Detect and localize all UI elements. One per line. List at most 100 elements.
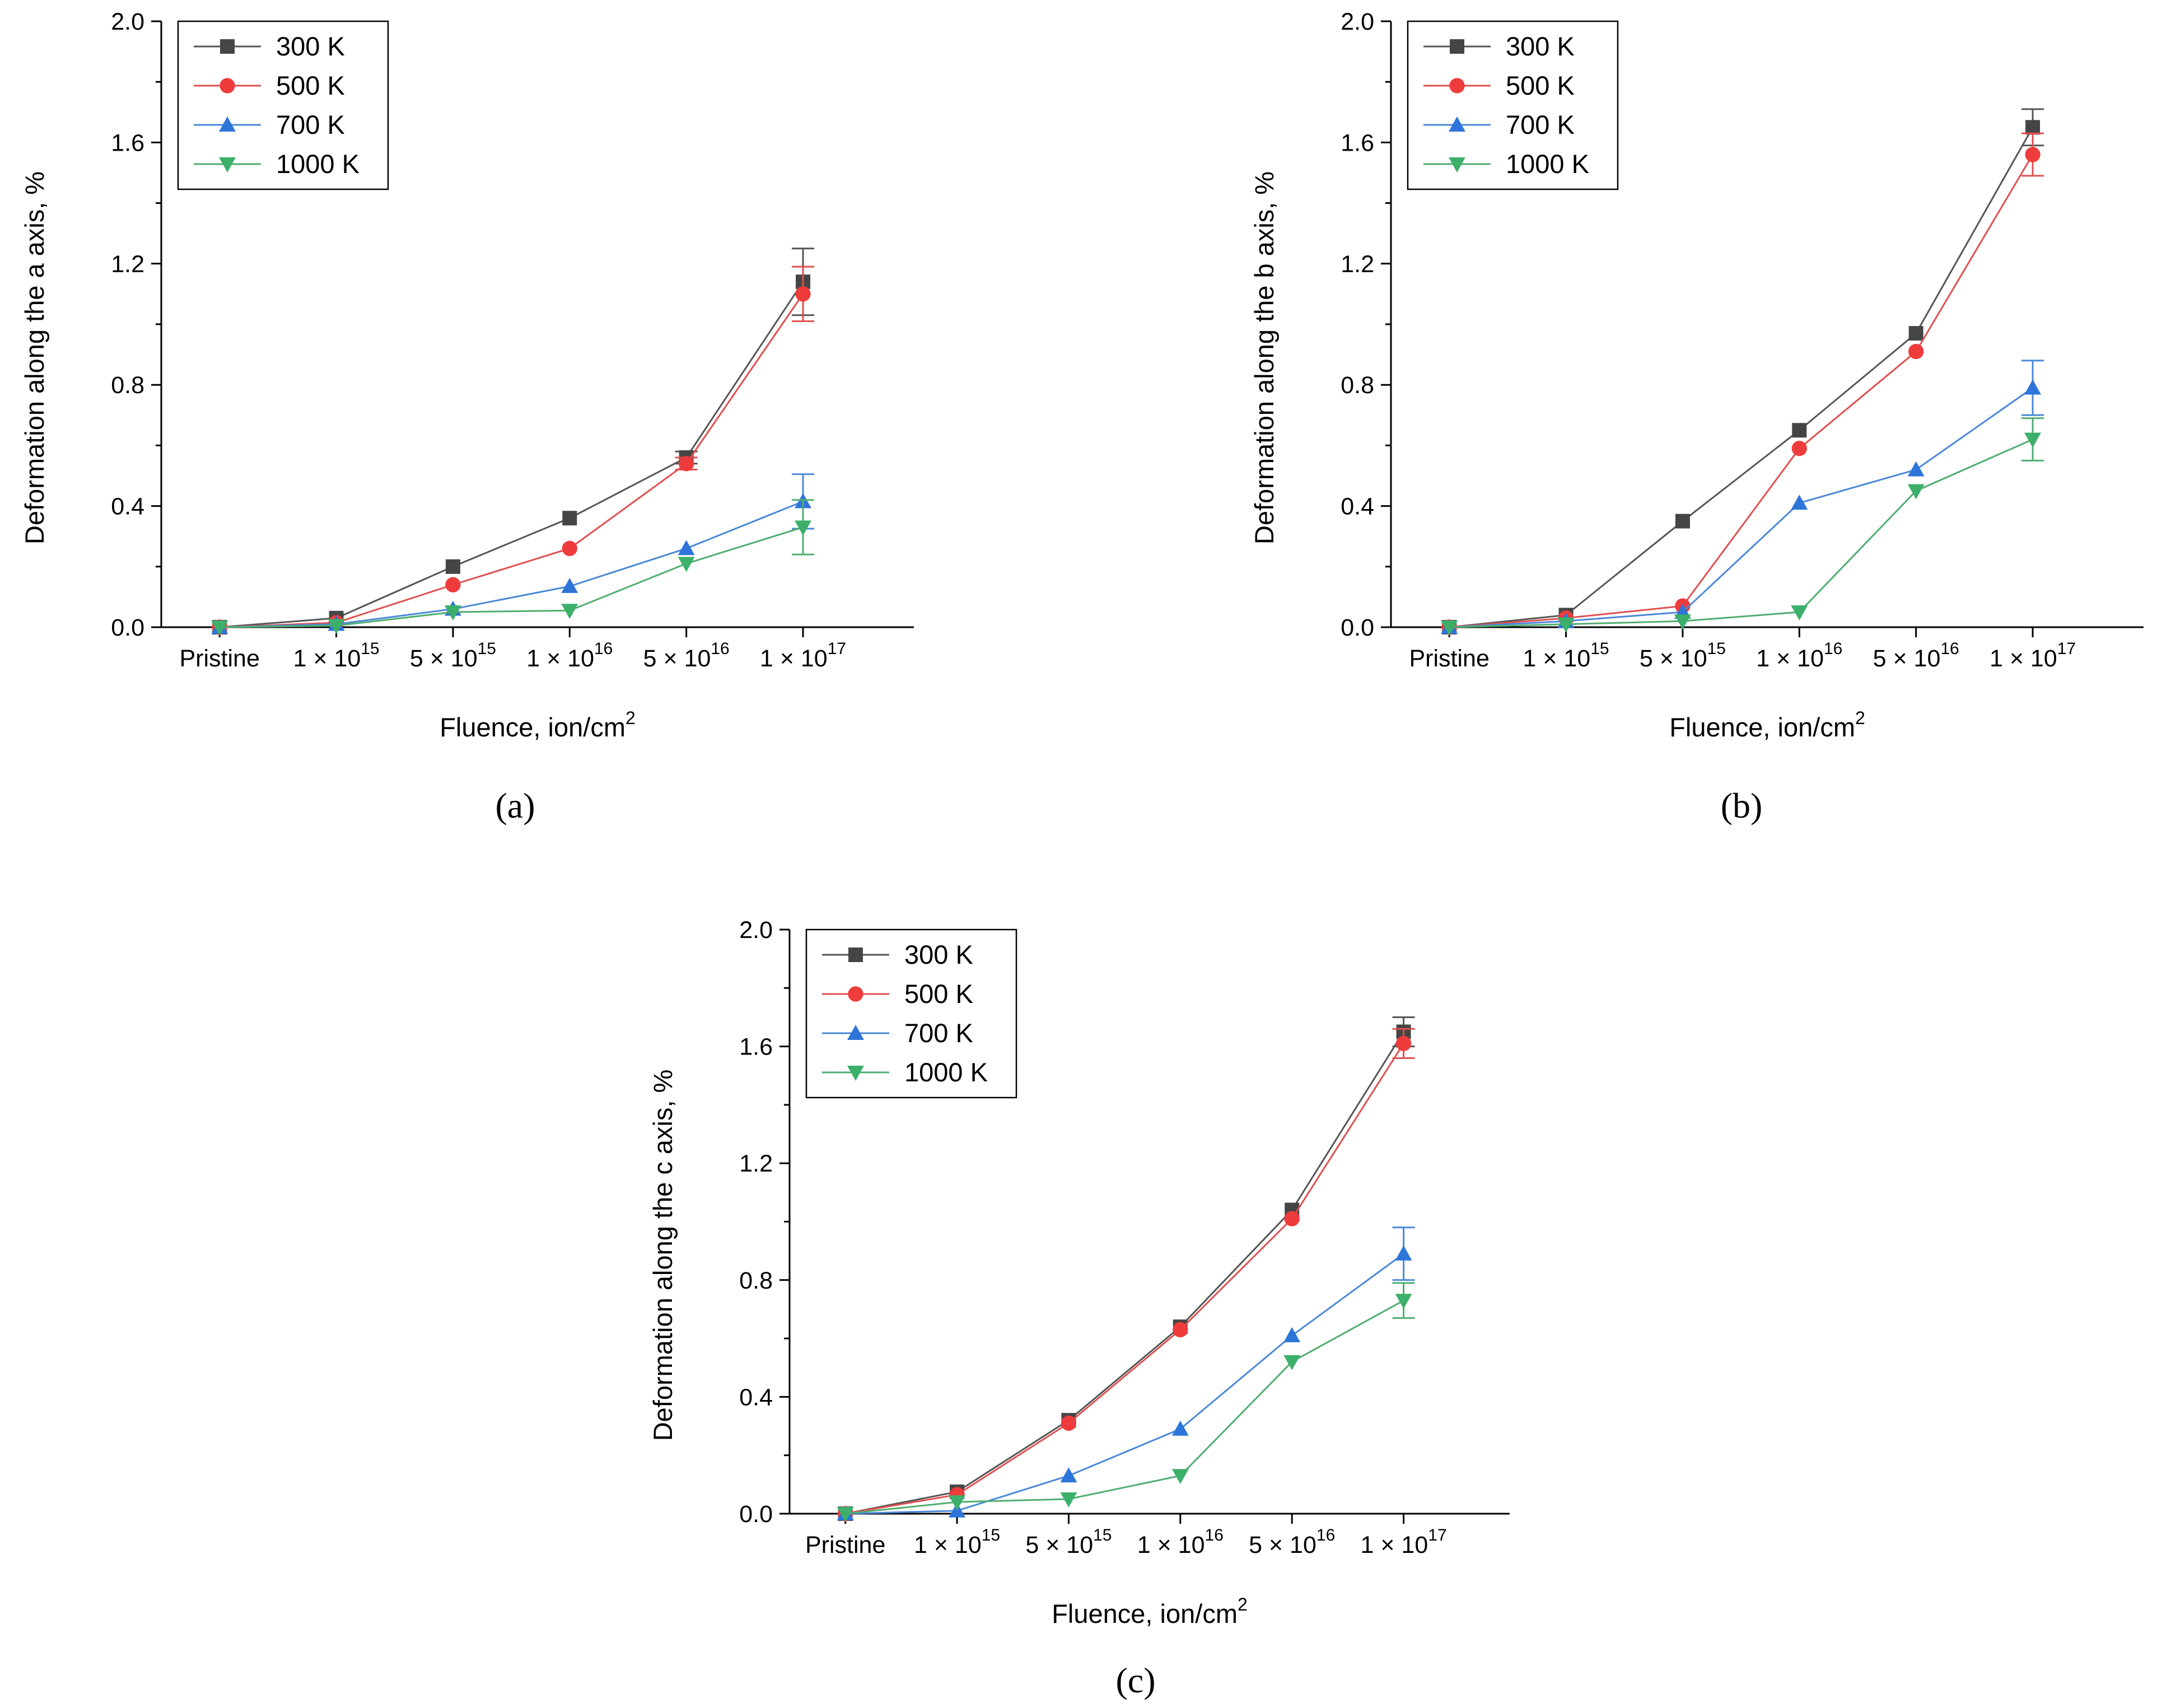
x-tick-label: 1 × 1016	[1756, 640, 1842, 672]
data-point	[1284, 1211, 1300, 1226]
data-point	[678, 557, 695, 572]
data-point	[1283, 1327, 1301, 1342]
series-500k	[1441, 132, 2044, 635]
series-700k	[211, 473, 815, 634]
series-700k	[837, 1226, 1415, 1520]
legend-label: 300 K	[904, 940, 973, 969]
x-tick-label: 1 × 1017	[760, 640, 846, 672]
legend-box	[805, 928, 1017, 1099]
legend-label: 1000 K	[904, 1057, 988, 1087]
data-point	[1674, 614, 1691, 630]
x-tick-label: 1 × 1015	[293, 640, 379, 672]
legend-label: 700 K	[904, 1018, 973, 1048]
series-line	[845, 1299, 1404, 1515]
data-point	[1060, 1492, 1077, 1508]
data-point	[1557, 617, 1575, 633]
chart-panel-c: 0.0 0.4 0.8 1.2 1.6 2.0 Pristine 1 × 1015 5 × 10…	[648, 917, 1510, 1700]
y-axis-label: Deformation along the c axis, %	[648, 1070, 678, 1441]
data-point	[1907, 484, 1925, 500]
y-tick-label: 1.6	[1341, 129, 1374, 156]
x-tick-label-exponent: 15	[478, 640, 496, 658]
data-point	[1908, 326, 1923, 341]
legend-label: 700 K	[276, 110, 345, 139]
y-tick-label: 0.8	[739, 1267, 773, 1294]
legend-marker	[1449, 116, 1465, 132]
x-tick-label: 5 × 1015	[1640, 640, 1726, 672]
x-tick-label-exponent: 15	[1093, 1526, 1112, 1544]
x-tick-label: 5 × 1015	[1025, 1526, 1112, 1558]
legend: 300 K 500 K 700 K 1000 K	[177, 20, 389, 190]
x-tick-label-exponent: 15	[1707, 640, 1726, 658]
series-line	[1449, 154, 2034, 628]
series-line	[220, 526, 804, 628]
data-point	[328, 619, 345, 634]
y-tick-label: 1.6	[739, 1034, 773, 1061]
series-line	[220, 281, 804, 628]
x-tick-label-exponent: 17	[828, 640, 846, 658]
series-1000k	[1441, 417, 2044, 636]
series-500k	[838, 1028, 1415, 1522]
panel-caption: (b)	[1721, 786, 1763, 825]
y-tick-label: 1.2	[111, 251, 144, 278]
series-line	[845, 1043, 1404, 1515]
y-tick-label: 0.4	[739, 1384, 773, 1411]
x-tick-label: Pristine	[805, 1532, 885, 1558]
x-tick-label-exponent: 16	[1316, 1526, 1335, 1544]
series-line	[1449, 127, 2034, 628]
series-1000k	[211, 499, 815, 636]
data-point	[2024, 432, 2041, 448]
series-1000k	[837, 1282, 1415, 1522]
data-point	[679, 456, 694, 472]
x-tick-label: Pristine	[179, 645, 259, 672]
data-point	[678, 540, 695, 556]
x-tick-label: 1 × 1016	[1137, 1526, 1224, 1558]
data-point	[561, 604, 578, 619]
panel-caption: (c)	[1115, 1660, 1155, 1700]
legend-marker	[1450, 39, 1464, 54]
legend-marker	[1449, 157, 1465, 172]
series-line	[1449, 387, 2033, 628]
chart-panel-a: 0.0 0.4 0.8 1.2 1.6 2.0 Pristine 1 × 1015 5 × 10…	[20, 8, 914, 825]
y-tick-label: 0.4	[111, 493, 144, 520]
legend-label: 1000 K	[276, 149, 360, 179]
data-point	[2025, 147, 2041, 162]
y-tick-label: 1.6	[111, 129, 144, 156]
data-point	[1395, 1035, 1412, 1052]
x-tick-label-exponent: 17	[2057, 640, 2076, 658]
x-tick-label-exponent: 15	[982, 1526, 1000, 1544]
data-point	[445, 559, 460, 574]
data-point	[561, 578, 578, 593]
panel-caption: (a)	[495, 786, 535, 825]
x-axis-label-superscript: 2	[625, 708, 636, 728]
x-tick-label: 1 × 1017	[1361, 1526, 1447, 1558]
x-tick-label: 1 × 1016	[526, 640, 613, 672]
x-tick-label: 5 × 1015	[410, 640, 496, 672]
data-point	[1791, 494, 1808, 510]
data-point	[1395, 1245, 1412, 1261]
y-tick-label: 2.0	[111, 8, 144, 35]
y-tick-label: 1.2	[739, 1150, 773, 1177]
data-point	[1061, 1415, 1077, 1431]
data-point	[795, 520, 811, 536]
y-tick-label: 1.2	[1341, 251, 1374, 278]
x-axis-label: Fluence, ion/cm2	[440, 708, 636, 742]
legend-marker	[220, 39, 235, 54]
legend-marker	[219, 157, 236, 172]
data-point	[1283, 1355, 1301, 1370]
x-tick-label-exponent: 15	[1590, 640, 1609, 658]
data-point	[1441, 620, 1458, 636]
y-tick-label: 0.0	[1341, 614, 1374, 641]
x-tick-label-exponent: 16	[1205, 1526, 1224, 1544]
data-point	[837, 1507, 854, 1522]
legend-label: 500 K	[1506, 71, 1575, 100]
data-point	[562, 540, 577, 556]
data-point	[445, 577, 461, 592]
x-axis-label-superscript: 2	[1238, 1594, 1248, 1614]
x-tick-label-exponent: 16	[711, 640, 729, 658]
x-axis-label-superscript: 2	[1855, 708, 1865, 728]
data-point	[1908, 344, 1924, 360]
data-point	[1395, 1294, 1412, 1309]
x-tick-label: 1 × 1015	[914, 1526, 1000, 1558]
legend-marker	[219, 116, 236, 132]
